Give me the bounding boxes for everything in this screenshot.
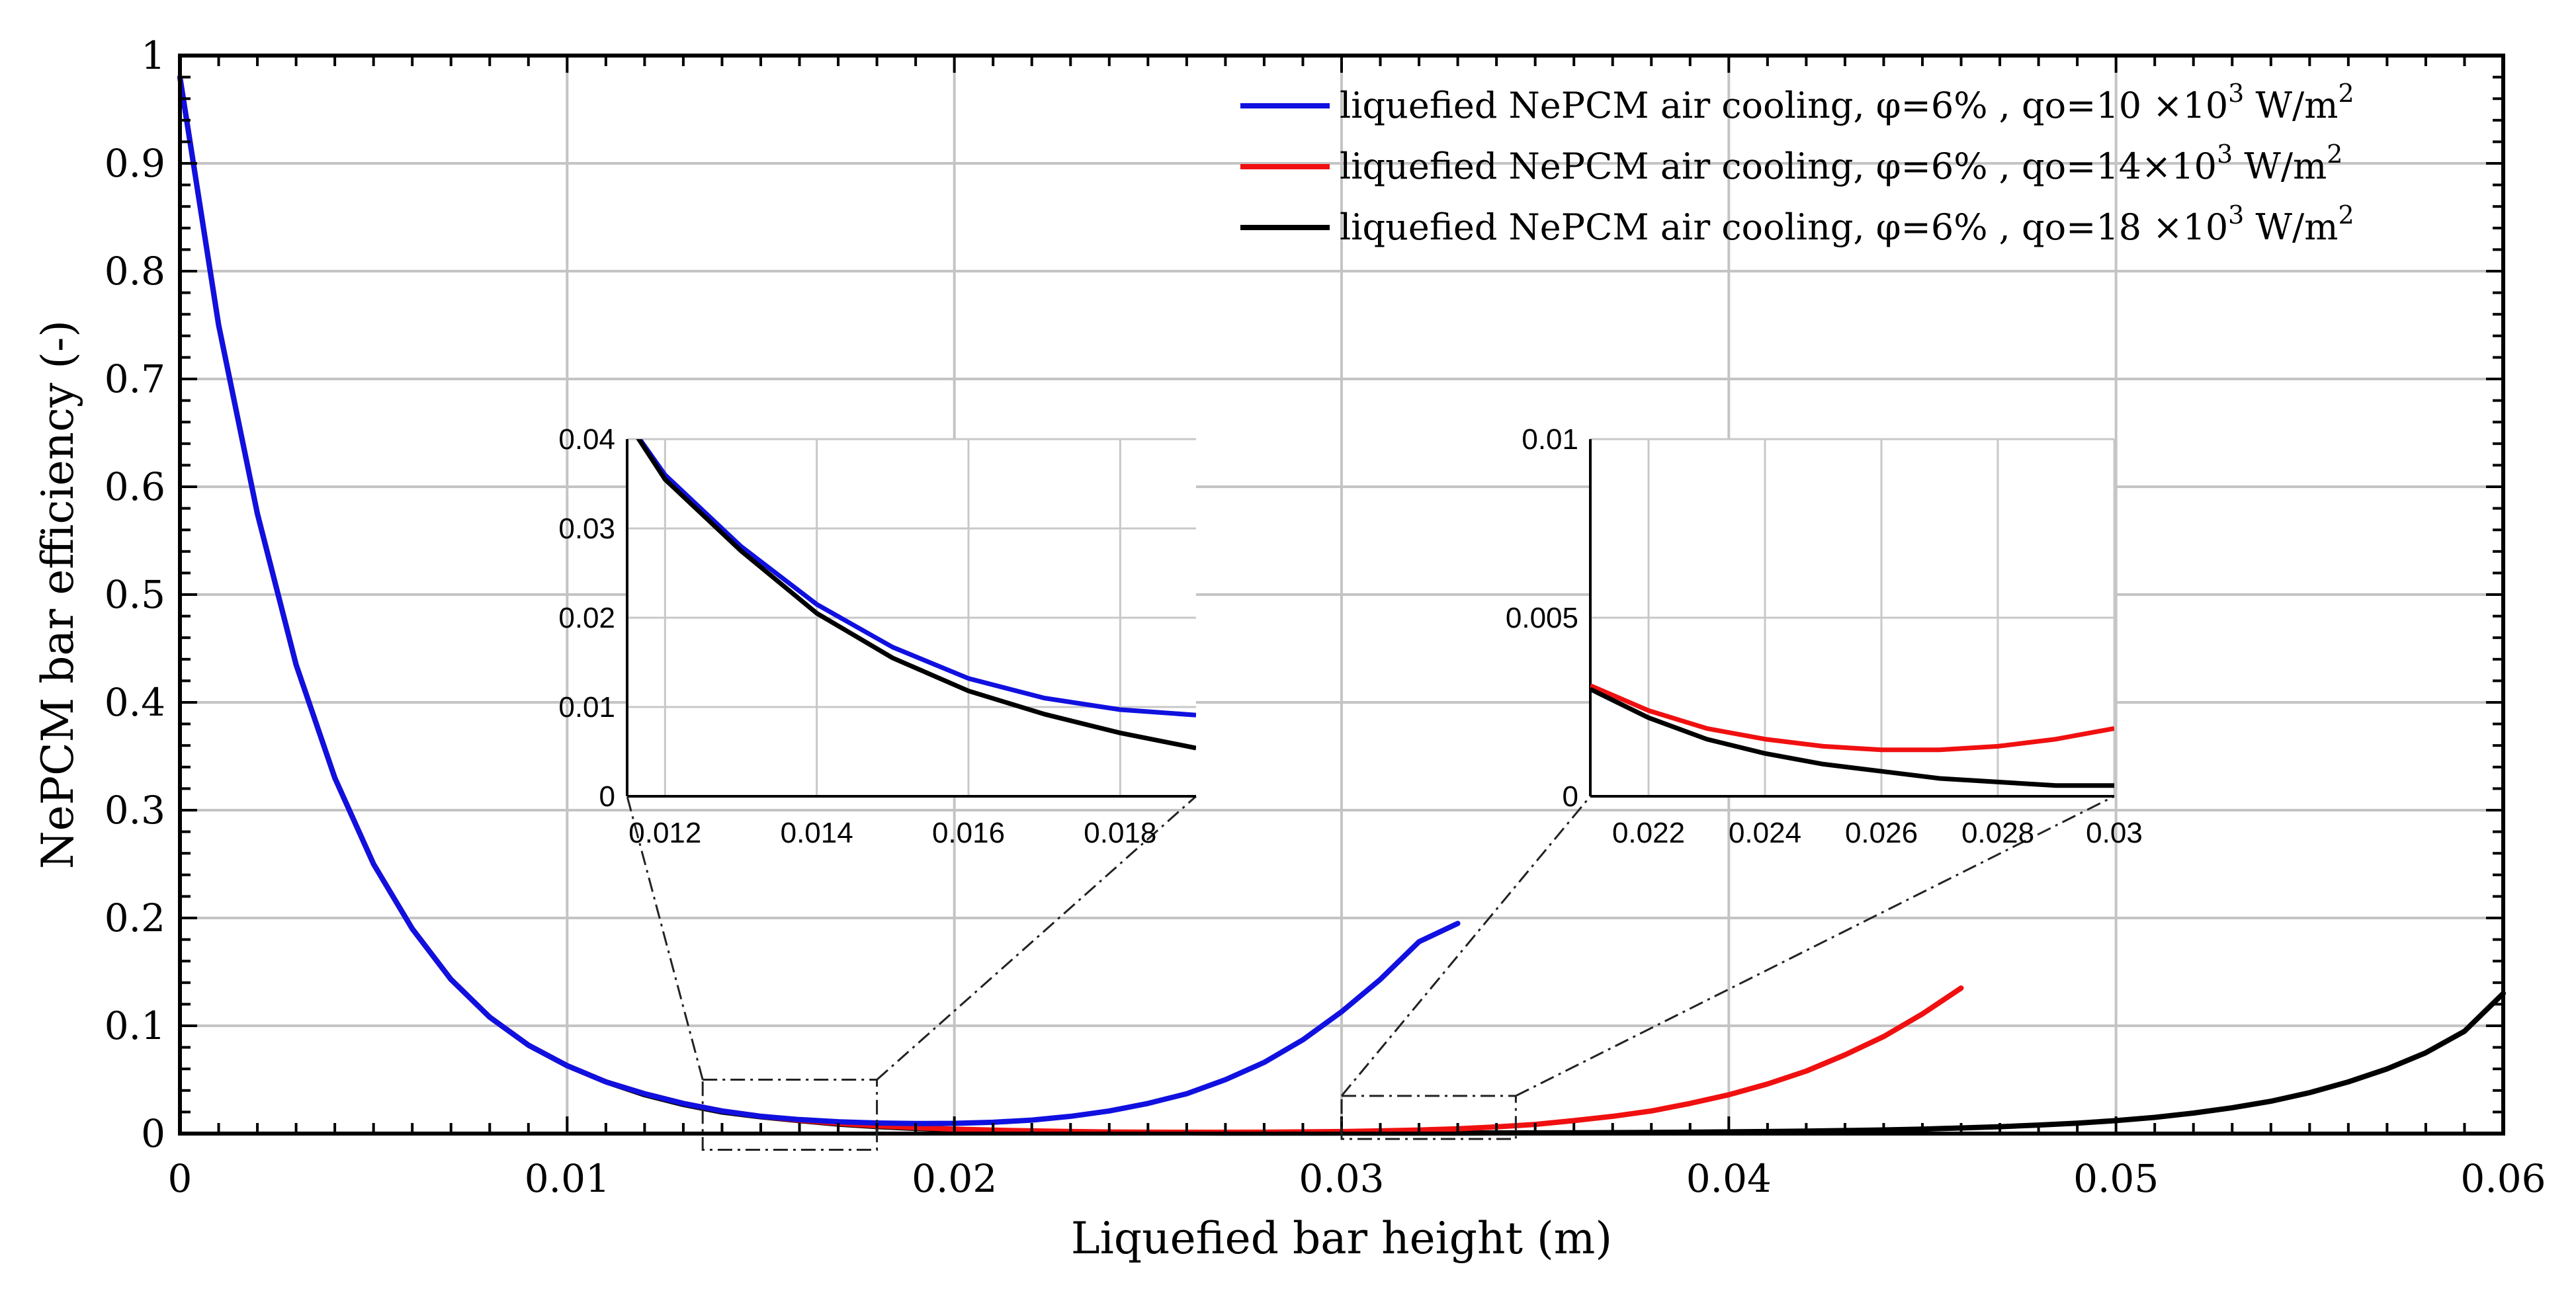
legend-unit-exponent: 2 xyxy=(2327,140,2342,169)
inset-x-tick-label: 0.014 xyxy=(781,817,853,849)
inset-series-line-0 xyxy=(636,439,1196,718)
legend-text: liquefied NePCM air cooling, φ=6% , qo=1… xyxy=(1340,146,2217,187)
zoom-connector xyxy=(1340,796,1592,1097)
legend-exponent: 3 xyxy=(2217,140,2233,169)
inset-series-line-0 xyxy=(1590,683,2114,753)
y-tick-label: 0.8 xyxy=(105,249,165,294)
legend-exponent: 3 xyxy=(2228,200,2244,229)
inset-y-tick-label: 0 xyxy=(599,780,615,813)
inset-y-tick-label: 0.04 xyxy=(558,423,615,456)
x-axis-label: Liquefied bar height (m) xyxy=(1071,1213,1612,1264)
inset-x-tick-label: 0.016 xyxy=(932,817,1005,849)
y-tick-label: 0.5 xyxy=(105,572,165,617)
x-tick-label: 0.02 xyxy=(912,1156,997,1201)
inset-y-tick-label: 0.01 xyxy=(558,691,615,724)
y-axis-label: NePCM bar efficiency (-) xyxy=(32,320,83,869)
inset-x-tick-label: 0.024 xyxy=(1729,817,1801,849)
main-axis-ticks: 0 0.01 0.02 0.03 0.04 0.05 0.06 0 0.1 0.2 0.3 0.4 0.… xyxy=(105,33,2546,1201)
inset-x-tick-label: 0.026 xyxy=(1845,817,1918,849)
zoom-connector xyxy=(626,796,704,1080)
inset-x-tick-label: 0.012 xyxy=(628,817,701,849)
y-tick-label: 0.4 xyxy=(105,680,165,725)
series-line-0 xyxy=(177,74,1461,1126)
x-tick-label: 0 xyxy=(168,1156,193,1201)
x-tick-label: 0.05 xyxy=(2073,1156,2159,1201)
inset-x-tick-label: 0.03 xyxy=(2086,817,2143,849)
x-tick-label: 0.01 xyxy=(525,1156,610,1201)
inset-series-line-1 xyxy=(636,439,1196,751)
legend-text: liquefied NePCM air cooling, φ=6% , qo=1… xyxy=(1340,85,2228,126)
inset-y-tick-label: 0.02 xyxy=(558,602,615,634)
legend-label-0: liquefied NePCM air cooling, φ=6% , qo=1… xyxy=(1340,79,2354,126)
y-tick-label: 0.3 xyxy=(105,788,165,833)
inset-y-tick-label: 0.03 xyxy=(558,513,615,545)
zoom-connector xyxy=(1515,795,2115,1097)
y-tick-label: 0.1 xyxy=(105,1003,165,1048)
zoom-region-rect xyxy=(701,1079,879,1151)
inset-x-tick-label: 0.022 xyxy=(1612,817,1685,849)
legend-label-1: liquefied NePCM air cooling, φ=6% , qo=1… xyxy=(1340,140,2342,187)
legend-label-2: liquefied NePCM air cooling, φ=6% , qo=1… xyxy=(1340,200,2354,248)
legend-unit: W/m xyxy=(2244,206,2338,248)
y-tick-label: 1 xyxy=(141,33,165,78)
zoom-connector xyxy=(876,795,1197,1081)
inset-y-tick-label: 0.01 xyxy=(1522,423,1578,456)
legend-unit-exponent: 2 xyxy=(2338,79,2354,108)
inset-right: 0.022 0.024 0.026 0.028 0.03 0 0.005 0.01 xyxy=(1506,423,2143,849)
y-tick-label: 0.9 xyxy=(105,141,165,186)
y-tick-label: 0.6 xyxy=(105,464,165,509)
inset-y-tick-label: 0.005 xyxy=(1506,602,1578,634)
y-tick-label: 0.7 xyxy=(105,356,165,401)
inset-left: 0.012 0.014 0.016 0.018 0 0.01 0.02 0.03 0.04 xyxy=(558,423,1196,849)
zoom-guides xyxy=(626,795,2115,1151)
legend-unit: W/m xyxy=(2244,85,2338,126)
inset-series-line-1 xyxy=(1590,686,2114,788)
inset-x-tick-label: 0.018 xyxy=(1084,817,1156,849)
inset-y-tick-label: 0 xyxy=(1563,780,1578,813)
inset-x-tick-label: 0.028 xyxy=(1961,817,2034,849)
insets-group: 0.012 0.014 0.016 0.01800.010.020.030.040.0… xyxy=(558,423,2143,849)
y-tick-label: 0.2 xyxy=(105,895,165,940)
x-tick-label: 0.04 xyxy=(1686,1156,1772,1201)
y-tick-label: 0 xyxy=(141,1111,165,1156)
legend-unit-exponent: 2 xyxy=(2338,200,2354,229)
x-tick-label: 0.06 xyxy=(2460,1156,2546,1201)
legend-exponent: 3 xyxy=(2228,79,2244,108)
legend: liquefied NePCM air cooling, φ=6% , qo=1… xyxy=(1240,79,2354,248)
legend-unit: W/m xyxy=(2233,146,2327,187)
zoom-region-rect xyxy=(1340,1095,1517,1140)
legend-text: liquefied NePCM air cooling, φ=6% , qo=1… xyxy=(1340,206,2228,248)
x-tick-label: 0.03 xyxy=(1299,1156,1384,1201)
